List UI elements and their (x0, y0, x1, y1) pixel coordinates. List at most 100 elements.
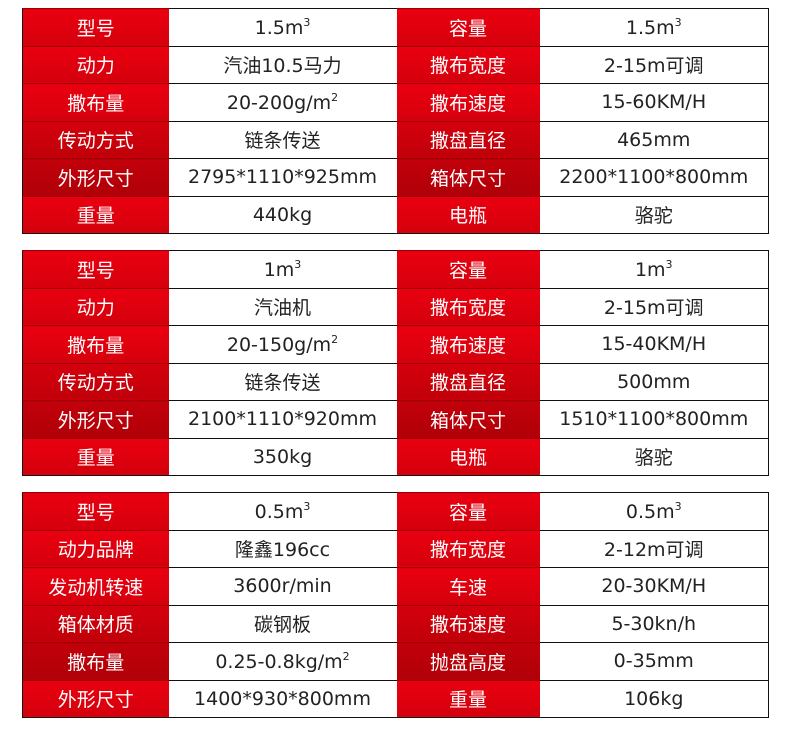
spec-value: 1.5m3 (539, 8, 769, 46)
spec-value-text: 0.5m (625, 500, 675, 523)
spec-value: 20-200g/m2 (168, 83, 397, 121)
spec-value-text: 440kg (252, 203, 313, 226)
unit-exponent: 3 (665, 257, 673, 271)
spec-value: 链条传送 (168, 362, 397, 401)
spec-value: 20-30KM/H (539, 567, 769, 605)
spec-value-text: 15-60KM/H (601, 91, 707, 114)
spec-value: 350kg (168, 437, 397, 476)
table-row: 型号 1m3 容量 1m3 (22, 250, 769, 288)
spec-label-text: 撒布宽度 (429, 539, 506, 562)
spec-label: 型号 (22, 8, 169, 46)
spec-label: 型号 (22, 250, 169, 288)
spec-label: 撒布宽度 (396, 287, 540, 326)
unit-exponent: 2 (331, 90, 339, 104)
spec-label: 容量 (396, 8, 540, 46)
spec-value-text: 骆驼 (634, 205, 673, 228)
spec-label-text: 电瓶 (448, 205, 487, 228)
spec-label-text: 传动方式 (57, 372, 134, 395)
spec-value: 0.5m3 (539, 492, 769, 530)
unit-exponent: 3 (674, 499, 682, 513)
spec-label-text: 撒盘直径 (429, 130, 506, 153)
table-row: 传动方式 链条传送 撒盘直径 500mm (22, 362, 769, 401)
unit-exponent: 3 (303, 499, 311, 513)
spec-label-text: 撒布量 (67, 334, 125, 357)
spec-label-text: 外形尺寸 (57, 167, 134, 190)
spec-label-text: 型号 (76, 501, 115, 524)
table-row: 发动机转速 3600r/min 车速 20-30KM/H (22, 567, 769, 605)
spec-value: 链条传送 (168, 120, 397, 159)
spec-value-text: 汽油10.5马力 (223, 55, 342, 78)
spec-value-text: 0.25-0.8kg/m (215, 650, 343, 673)
spec-value-text: 2200*1100*800mm (559, 166, 749, 189)
spec-label: 撒布速度 (396, 325, 540, 363)
spec-label-text: 容量 (448, 259, 487, 282)
spec-value: 3600r/min (168, 567, 397, 605)
unit-exponent: 3 (303, 15, 311, 29)
table-row: 外形尺寸 2100*1110*920mm 箱体尺寸 1510*1100*800mm (22, 400, 769, 438)
spec-label: 撒盘直径 (396, 362, 540, 401)
spec-label-text: 抛盘高度 (429, 651, 506, 674)
spec-label-text: 撒布宽度 (429, 55, 506, 78)
spec-value-text: 350kg (252, 445, 313, 468)
spec-label: 撒布量 (22, 83, 169, 121)
spec-label: 电瓶 (396, 195, 540, 234)
spec-value-text: 1m (263, 258, 295, 281)
spec-table: 型号 1m3 容量 1m3 动力 汽油机 撒布宽度 2-15m可调 撒布量 20-150g/m2 撒… (22, 250, 769, 476)
spec-value-text: 1510*1100*800mm (559, 408, 749, 431)
unit-exponent: 3 (674, 15, 682, 29)
spec-value-text: 5-30kn/h (611, 612, 697, 635)
spec-label-text: 车速 (448, 576, 487, 599)
table-row: 撒布量 20-150g/m2 撒布速度 15-40KM/H (22, 325, 769, 363)
spec-label: 撒布宽度 (396, 529, 540, 568)
spec-label-text: 撒布量 (67, 651, 125, 674)
table-row: 型号 1.5m3 容量 1.5m3 (22, 8, 769, 46)
spec-value-text: 隆鑫196cc (234, 539, 331, 562)
spec-value: 汽油机 (168, 287, 397, 326)
spec-value-text: 2795*1110*925mm (188, 166, 377, 189)
spec-label-text: 撒布速度 (429, 334, 506, 357)
table-row: 撒布量 0.25-0.8kg/m2 抛盘高度 0-35mm (22, 642, 769, 680)
unit-exponent: 2 (342, 649, 350, 663)
spec-label: 撒布宽度 (396, 45, 540, 84)
spec-label: 传动方式 (22, 120, 169, 159)
spec-label: 电瓶 (396, 437, 540, 476)
spec-value-text: 500mm (617, 370, 691, 393)
spec-value-text: 20-150g/m (226, 333, 332, 356)
spec-value: 106kg (539, 679, 769, 718)
table-row: 箱体材质 碳钢板 撒布速度 5-30kn/h (22, 604, 769, 643)
spec-value-text: 骆驼 (634, 447, 673, 470)
spec-value-text: 20-30KM/H (601, 575, 707, 598)
spec-value-text: 106kg (624, 687, 684, 710)
spec-value: 汽油10.5马力 (168, 45, 397, 84)
spec-value: 1.5m3 (168, 8, 397, 46)
spec-value-text: 2-12m可调 (603, 539, 704, 562)
table-row: 重量 440kg 电瓶 骆驼 (22, 195, 769, 234)
spec-label-text: 动力 (76, 297, 115, 320)
spec-value: 2-12m可调 (539, 529, 769, 568)
spec-label-text: 撒布宽度 (429, 297, 506, 320)
spec-label-text: 传动方式 (57, 130, 134, 153)
spec-value-text: 2-15m可调 (603, 55, 704, 78)
spec-label-text: 容量 (448, 17, 487, 40)
spec-label: 重量 (396, 679, 540, 718)
spec-label: 撒布速度 (396, 604, 540, 643)
spec-label: 撒布速度 (396, 83, 540, 121)
spec-value-text: 2100*1110*920mm (188, 408, 377, 431)
spec-value-text: 20-200g/m (226, 91, 332, 114)
spec-value-text: 链条传送 (244, 130, 321, 153)
spec-value-text: 1m (634, 258, 666, 281)
spec-value-text: 465mm (617, 128, 691, 151)
spec-table: 型号 0.5m3 容量 0.5m3 动力品牌 隆鑫196cc 撒布宽度 2-12m可调 发动机转… (22, 492, 769, 718)
table-row: 型号 0.5m3 容量 0.5m3 (22, 492, 769, 530)
table-row: 动力 汽油10.5马力 撒布宽度 2-15m可调 (22, 45, 769, 84)
spec-value: 2200*1100*800mm (539, 158, 769, 196)
spec-value-text: 汽油机 (253, 297, 311, 320)
spec-label: 撒布量 (22, 642, 169, 680)
spec-value: 2-15m可调 (539, 45, 769, 84)
spec-label: 外形尺寸 (22, 679, 169, 718)
spec-label: 箱体尺寸 (396, 158, 540, 196)
spec-label-text: 外形尺寸 (57, 409, 134, 432)
spec-label-text: 箱体尺寸 (429, 167, 506, 190)
spec-label-text: 型号 (76, 17, 115, 40)
spec-value: 15-40KM/H (539, 325, 769, 363)
